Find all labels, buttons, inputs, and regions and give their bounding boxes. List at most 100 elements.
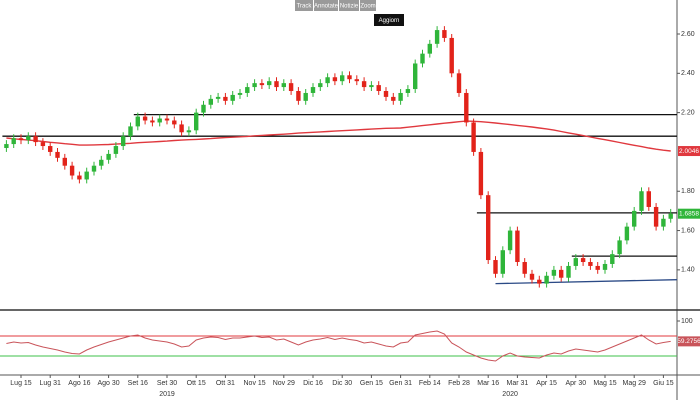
candle-body — [486, 195, 491, 261]
candle-body — [84, 171, 89, 180]
candle-body — [18, 138, 24, 141]
y-tick-label: 1.60 — [681, 227, 695, 234]
candle-body — [632, 210, 637, 227]
candle-body — [427, 43, 432, 54]
x-tick-label: Ott 15 — [187, 380, 206, 387]
candle-body — [544, 275, 549, 284]
x-tick-label: Gen 15 — [360, 380, 383, 387]
toolbar-button-label[interactable]: Zoom — [360, 4, 375, 10]
candle-body — [369, 85, 374, 88]
candle-body — [150, 120, 155, 123]
candle-body — [434, 30, 440, 44]
x-tick-label: Giu 15 — [653, 380, 674, 387]
candle-body — [442, 30, 447, 38]
candle-body — [48, 146, 53, 152]
candle-body — [4, 144, 9, 149]
candle-body — [215, 96, 221, 99]
candle-body — [646, 191, 651, 207]
candle-body — [288, 83, 294, 92]
candle-body — [33, 136, 38, 143]
x-tick-label: Nov 29 — [273, 380, 295, 387]
ma-value-label: 2.0046 — [679, 148, 699, 155]
candle-body — [361, 81, 367, 88]
candle-body — [252, 83, 257, 88]
toolbar-button-label[interactable]: Notizie — [340, 4, 359, 10]
candle-body — [537, 279, 542, 284]
x-tick-label: Ago 30 — [98, 380, 120, 387]
x-tick-label: Mag 29 — [623, 380, 646, 387]
x-tick-label: Dic 16 — [303, 380, 323, 387]
candle-body — [573, 258, 578, 266]
toolbar-button[interactable] — [339, 0, 359, 11]
rsi-value-label: 59.2756 — [677, 338, 700, 345]
candle-body — [230, 94, 235, 101]
candle-body — [413, 63, 418, 90]
candle-body — [318, 83, 323, 88]
candle-body — [493, 260, 498, 274]
candle-body — [281, 83, 286, 88]
candle-body — [354, 79, 359, 82]
candle-body — [223, 96, 228, 101]
candle-body — [310, 87, 316, 93]
x-tick-label: Feb 14 — [419, 380, 441, 387]
candle-body — [179, 124, 184, 133]
last-price-label: 1.6858 — [679, 210, 699, 217]
y-tick-label: 100 — [681, 318, 693, 325]
candle-body — [99, 159, 104, 166]
candle-body — [259, 83, 265, 86]
candle-body — [194, 112, 199, 131]
candle-body — [449, 37, 454, 74]
candle-body — [595, 265, 600, 270]
toolbar-button[interactable] — [314, 0, 338, 11]
candle-body — [500, 250, 505, 274]
candle-body — [164, 118, 170, 121]
toolbar-button-label[interactable]: Track — [297, 4, 313, 10]
candle-body — [559, 269, 564, 278]
toolbar-button[interactable] — [295, 0, 313, 11]
candle-body — [610, 254, 615, 264]
rsi-line — [6, 330, 671, 362]
x-tick-label: Set 16 — [128, 380, 148, 387]
x-tick-label: Lug 31 — [39, 380, 61, 387]
candle-body — [391, 96, 396, 101]
candle-body — [55, 151, 60, 158]
y-tick-label: 2.40 — [681, 70, 695, 77]
candle-body — [340, 75, 345, 82]
candle-body — [201, 104, 206, 113]
toolbar-button-label[interactable]: Annotate — [314, 4, 339, 10]
candle-body — [464, 92, 469, 123]
candle-body — [471, 122, 476, 152]
candle-body — [376, 85, 381, 92]
candle-body — [186, 130, 192, 133]
candle-body — [128, 126, 133, 137]
toolbar-button[interactable] — [360, 0, 376, 11]
candle-body — [172, 120, 177, 125]
y-tick-label: 1.40 — [681, 267, 695, 274]
candle-body — [69, 165, 75, 176]
candle-body — [135, 116, 140, 127]
rsi-value-box — [678, 336, 700, 347]
x-year-label: 2019 — [159, 391, 175, 398]
candle-body — [405, 89, 411, 93]
x-tick-label: Lug 15 — [10, 380, 32, 387]
candle-body — [296, 91, 301, 101]
candle-body — [77, 175, 82, 180]
candle-body — [267, 81, 272, 86]
x-tick-label: Mag 15 — [593, 380, 616, 387]
x-tick-label: Feb 28 — [448, 380, 470, 387]
x-tick-label: Mar 16 — [477, 380, 499, 387]
candle-body — [11, 138, 16, 145]
candle-body — [26, 136, 31, 141]
x-tick-label: Apr 15 — [536, 380, 557, 387]
x-tick-label: Nov 15 — [244, 380, 266, 387]
ma-value-box — [678, 146, 700, 157]
candle-body — [551, 269, 557, 276]
candle-body — [456, 73, 462, 93]
refresh-button-label[interactable]: Aggiorn — [379, 18, 400, 24]
refresh-button[interactable] — [374, 14, 404, 26]
candle-body — [529, 273, 535, 280]
candle-body — [106, 153, 111, 160]
x-tick-label: Dic 30 — [332, 380, 352, 387]
